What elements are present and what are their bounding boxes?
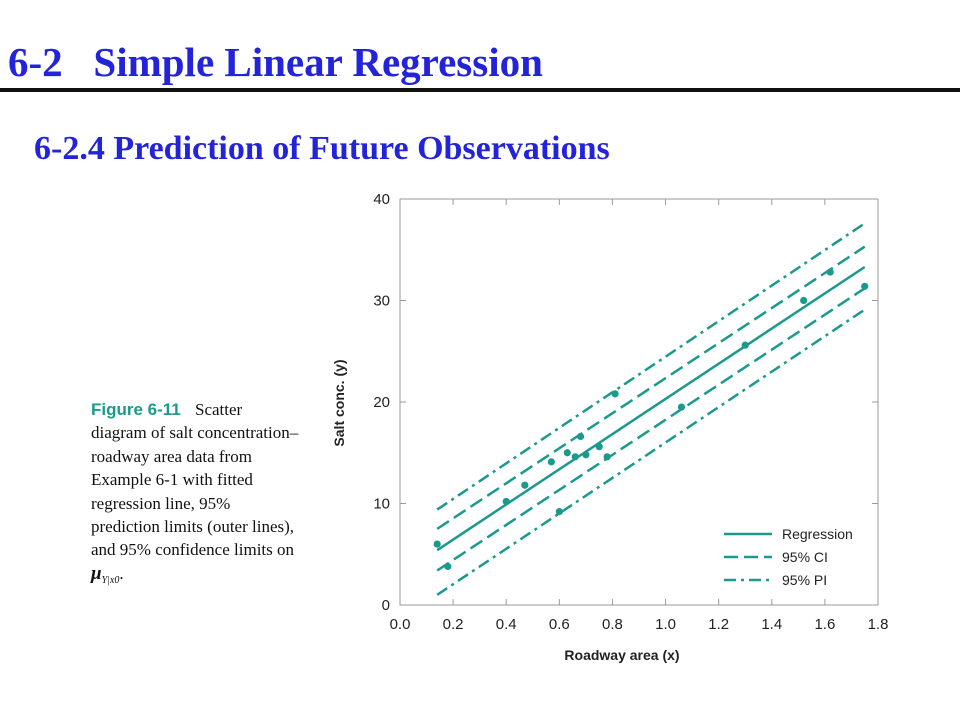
x-tick-label: 1.6	[814, 616, 835, 633]
legend-label-95-ci: 95% CI	[782, 549, 828, 565]
legend-label-regression: Regression	[782, 526, 853, 542]
y-tick-label: 40	[373, 191, 390, 208]
data-point	[521, 481, 529, 489]
mu-symbol: μ	[91, 562, 102, 584]
x-tick-label: 0.0	[390, 616, 411, 633]
regression-line	[436, 265, 866, 552]
mu-subscript: Y|x0	[101, 574, 120, 586]
x-tick-label: 0.4	[496, 616, 517, 633]
x-tick-label: 0.6	[549, 616, 570, 633]
slide-title: 6-2 Simple Linear Regression	[8, 39, 543, 85]
x-tick-label: 1.4	[761, 616, 782, 633]
x-tick-label: 1.8	[868, 616, 889, 633]
y-axis-label: Salt conc. (y)	[331, 359, 347, 446]
data-point	[611, 390, 619, 398]
data-point	[576, 432, 585, 441]
data-point	[571, 453, 579, 461]
slide-subtitle: 6-2.4 Prediction of Future Observations	[34, 130, 610, 167]
data-point	[433, 540, 441, 548]
95-ci-lower-line	[436, 287, 866, 572]
data-point	[741, 341, 749, 349]
data-point	[861, 282, 869, 290]
data-point	[555, 508, 563, 516]
data-point	[603, 453, 611, 461]
data-point	[595, 443, 603, 451]
regression-chart: 0 10 20 30 40 0.0 0.2 0.4 0.6 0.8 1.0 1.2 1.4 1.6 1.8…	[331, 191, 889, 663]
data-point	[444, 562, 452, 571]
95-ci-upper-line	[436, 245, 866, 530]
data-point	[800, 296, 808, 305]
figure-caption: Figure 6-11 Scatter diagram of salt conc…	[91, 398, 301, 592]
y-tick-label: 30	[373, 293, 390, 310]
data-point	[563, 449, 571, 457]
x-tick-label: 0.2	[443, 616, 464, 633]
legend-label-95-pi: 95% PI	[782, 572, 827, 588]
x-axis-label: Roadway area (x)	[564, 647, 679, 663]
x-tick-label: 0.8	[602, 616, 623, 633]
x-tick-label: 1.2	[708, 616, 729, 633]
data-point	[582, 451, 590, 459]
data-point	[547, 458, 555, 466]
title-rule	[0, 88, 960, 92]
y-tick-label: 20	[373, 394, 390, 411]
y-tick-label: 0	[382, 597, 390, 614]
y-tick-label: 10	[373, 496, 390, 513]
caption-end: .	[119, 563, 124, 583]
caption-text: Scatter diagram of salt concentration–ro…	[91, 400, 299, 560]
figure-label: Figure 6-11	[91, 400, 181, 419]
95-pi-lower-line	[436, 308, 866, 596]
data-point	[502, 497, 510, 506]
data-point	[826, 268, 834, 276]
x-tick-label: 1.0	[655, 616, 676, 633]
plot-frame	[399, 198, 879, 606]
data-point	[677, 403, 686, 411]
95-pi-upper-line	[436, 222, 866, 511]
